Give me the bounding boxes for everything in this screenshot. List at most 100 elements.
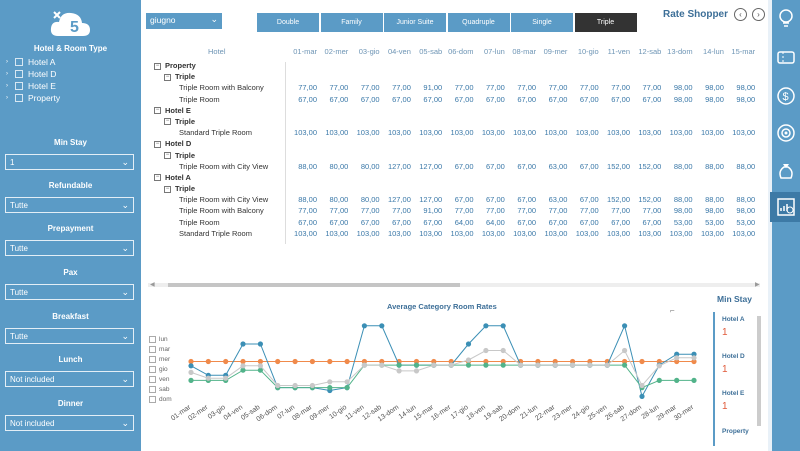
checkbox[interactable]: [15, 82, 23, 90]
logo-text: 5: [70, 19, 79, 36]
collapse-icon[interactable]: −: [164, 152, 171, 160]
tree-item-label: Hotel E: [28, 81, 56, 91]
legend-item-dom[interactable]: dom: [149, 396, 172, 403]
rate-cell: 67,00: [517, 94, 537, 104]
legend-checkbox[interactable]: [149, 336, 156, 343]
legend-label: mer: [159, 356, 171, 363]
legend-item-mer[interactable]: mer: [149, 356, 170, 363]
rate-cell: 67,00: [611, 94, 630, 104]
rate-cell: 98,00: [736, 94, 756, 104]
rate-cell: 103,00: [513, 128, 537, 138]
legend-item-sab[interactable]: sab: [149, 386, 169, 393]
filter-dropdown-pax[interactable]: Tutte ⌄: [5, 284, 134, 300]
data-point: [483, 347, 489, 354]
row-label[interactable]: − Triple: [164, 71, 304, 82]
legend-item-ven[interactable]: ven: [149, 376, 169, 383]
lightbulb-icon[interactable]: [773, 5, 799, 31]
row-label-text: Triple Room with Balcony: [179, 83, 264, 93]
rate-cell: 127,00: [387, 195, 411, 205]
checkbox[interactable]: [15, 94, 23, 102]
cloud-logo-icon: 5: [50, 11, 90, 36]
row-label[interactable]: − Triple: [164, 183, 304, 194]
data-point: [431, 358, 437, 365]
row-label[interactable]: − Hotel A: [154, 172, 294, 183]
rate-cell: 152,00: [607, 161, 630, 171]
rate-cell: 103,00: [700, 228, 724, 238]
filter-dropdown-dinner[interactable]: Not included ⌄: [5, 415, 134, 431]
dollar-cycle-icon[interactable]: $: [773, 83, 799, 109]
legend-checkbox[interactable]: [149, 366, 156, 373]
data-point: [622, 362, 628, 368]
collapse-icon[interactable]: −: [154, 140, 161, 148]
collapse-icon[interactable]: −: [164, 73, 171, 81]
rate-cell: 103,00: [607, 228, 630, 238]
ticket-icon[interactable]: [773, 44, 799, 70]
min-stay-hotel-label: Hotel E: [722, 390, 745, 397]
legend-item-gio[interactable]: gio: [149, 366, 168, 373]
rate-cell: 88,00: [736, 195, 756, 205]
target-icon[interactable]: [773, 120, 799, 146]
row-label[interactable]: − Property: [154, 60, 294, 71]
min-stay-scrollbar[interactable]: [757, 316, 761, 426]
legend-checkbox[interactable]: [149, 356, 156, 363]
row-label[interactable]: − Triple: [164, 116, 304, 127]
data-point: [674, 355, 680, 361]
checkbox[interactable]: [15, 58, 23, 66]
date-header: 04-ven: [387, 47, 411, 56]
data-point: [223, 375, 229, 381]
scrollbar-thumb[interactable]: [168, 283, 460, 287]
row-label[interactable]: − Hotel D: [154, 138, 294, 149]
money-bag-icon[interactable]: [773, 157, 799, 183]
legend-checkbox[interactable]: [149, 386, 156, 393]
chart-search-icon[interactable]: [773, 194, 799, 220]
rate-cell: 103,00: [325, 128, 349, 138]
data-point: [396, 368, 402, 374]
chevron-right-icon: ›: [6, 83, 8, 89]
filter-dropdown-min-stay[interactable]: 1 ⌄: [5, 154, 134, 170]
collapse-icon[interactable]: −: [154, 174, 161, 182]
rate-cell: 103,00: [294, 128, 317, 138]
legend-checkbox[interactable]: [149, 396, 156, 403]
rate-cell: 77,00: [392, 206, 411, 216]
date-header: 05-sab: [419, 47, 443, 56]
prev-page-icon[interactable]: ‹: [734, 8, 747, 21]
min-stay-value: 1: [722, 401, 728, 412]
rate-cell: 103,00: [294, 228, 317, 238]
tree-item-hotel-e[interactable]: › Hotel E: [6, 80, 136, 92]
filter-dropdown-refundable[interactable]: Tutte ⌄: [5, 197, 134, 213]
month-dropdown[interactable]: giugno ⌄: [146, 13, 222, 29]
tab-junior-suite[interactable]: Junior Suite: [384, 13, 446, 32]
scroll-right-icon[interactable]: ▶: [755, 282, 760, 288]
filter-label-dinner: Dinner: [57, 399, 84, 408]
filter-dropdown-lunch[interactable]: Not included ⌄: [5, 371, 134, 387]
next-page-icon[interactable]: ›: [752, 8, 765, 21]
collapse-icon[interactable]: −: [164, 118, 171, 126]
collapse-icon[interactable]: −: [154, 107, 161, 115]
legend-checkbox[interactable]: [149, 376, 156, 383]
row-label[interactable]: − Triple: [164, 150, 304, 161]
legend-item-mar[interactable]: mar: [149, 346, 170, 353]
focus-mode-icon[interactable]: ⌐: [670, 306, 675, 315]
tab-single[interactable]: Single: [511, 13, 573, 32]
tab-triple[interactable]: Triple: [574, 13, 637, 32]
tab-double[interactable]: Double: [257, 13, 319, 32]
legend-checkbox[interactable]: [149, 346, 156, 353]
row-label[interactable]: − Hotel E: [154, 105, 294, 116]
tab-quadruple[interactable]: Quadruple: [447, 13, 510, 32]
legend-item-lun[interactable]: lun: [149, 336, 168, 343]
data-point: [535, 358, 541, 365]
collapse-icon[interactable]: −: [164, 185, 171, 193]
tree-item-hotel-a[interactable]: › Hotel A: [6, 56, 136, 68]
data-point: [205, 375, 211, 381]
data-point: [309, 382, 315, 389]
data-point: [344, 358, 350, 365]
collapse-icon[interactable]: −: [154, 62, 161, 70]
tab-family[interactable]: Family: [320, 13, 383, 32]
tree-item-hotel-d[interactable]: › Hotel D: [6, 68, 136, 80]
tree-item-property[interactable]: › Property: [6, 92, 136, 104]
date-header: 10-gio: [577, 47, 599, 56]
checkbox[interactable]: [15, 70, 23, 78]
scroll-left-icon[interactable]: ◀: [150, 282, 155, 288]
filter-dropdown-breakfast[interactable]: Tutte ⌄: [5, 328, 134, 344]
filter-dropdown-prepayment[interactable]: Tutte ⌄: [5, 240, 134, 256]
